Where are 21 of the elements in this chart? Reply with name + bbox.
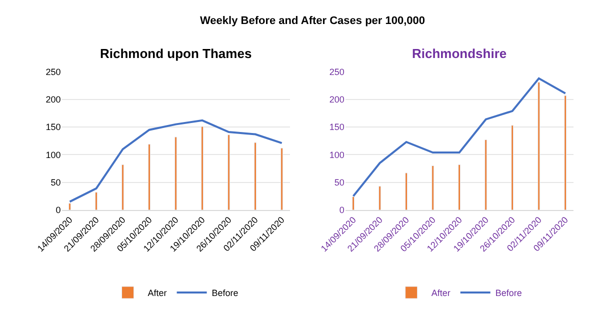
y-tick-label: 100 [46, 150, 61, 160]
y-tick-label: 200 [46, 94, 61, 105]
y-tick-label: 250 [46, 66, 61, 77]
y-tick-label: 50 [50, 177, 61, 188]
y-tick-label: 250 [329, 66, 344, 77]
y-tick-label: 50 [334, 177, 344, 188]
legend-label: Before [212, 288, 238, 298]
legend-label: Before [495, 288, 522, 298]
line-series [352, 77, 566, 198]
chart-title: Richmond upon Thames [100, 46, 252, 61]
y-tick-label: 100 [329, 150, 344, 160]
y-tick-label: 0 [56, 205, 61, 216]
chart-title: Richmondshire [412, 46, 507, 61]
y-tick-label: 150 [329, 122, 344, 132]
line-series [68, 119, 283, 203]
y-tick-label: 150 [46, 122, 61, 132]
legend-label: After [148, 288, 167, 298]
y-tick-label: 0 [339, 205, 344, 216]
text: Weekly Before and After Cases per 100,000 [200, 15, 426, 27]
legend-label: After [431, 288, 450, 298]
y-tick-label: 200 [329, 94, 344, 105]
